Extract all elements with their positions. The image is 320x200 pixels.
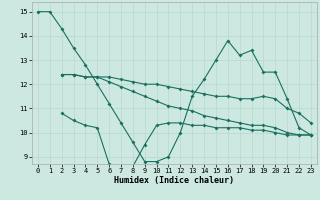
X-axis label: Humidex (Indice chaleur): Humidex (Indice chaleur) (115, 176, 234, 185)
